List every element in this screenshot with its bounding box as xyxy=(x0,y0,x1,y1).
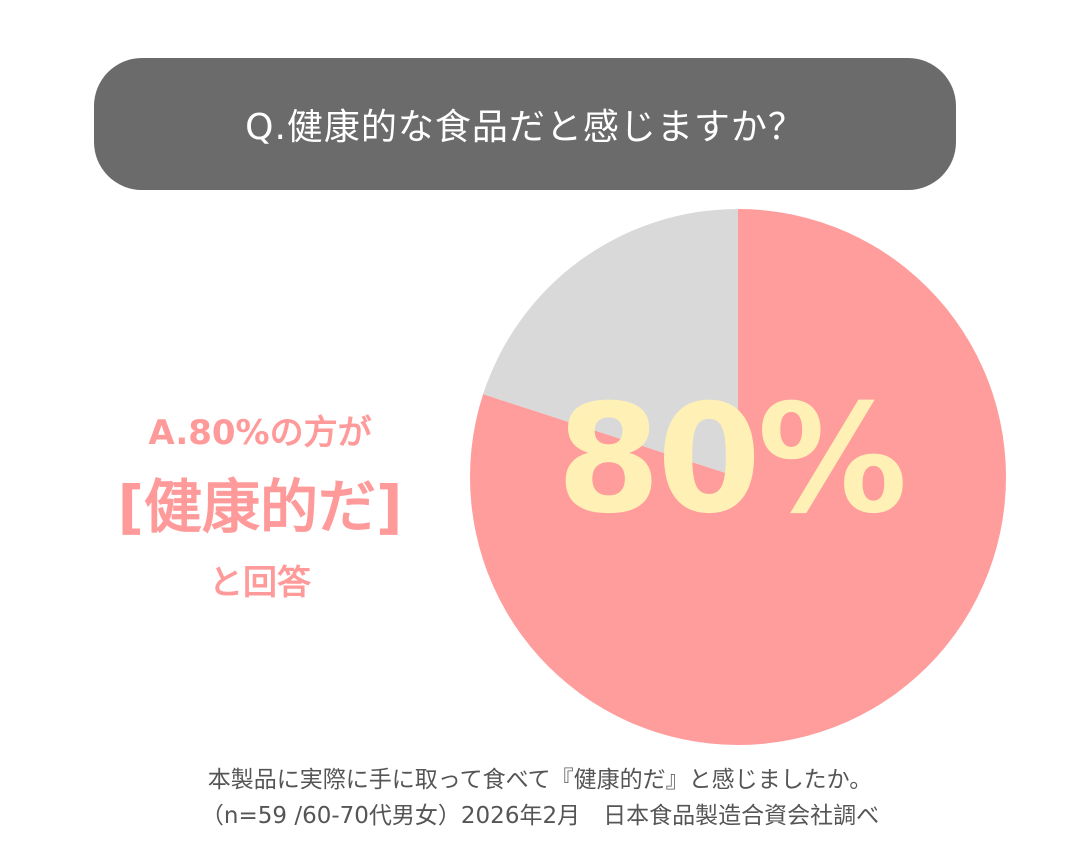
answer-line-2: [健康的だ] xyxy=(117,473,403,541)
question-text: Q.健康的な食品だと感じますか？ xyxy=(245,107,805,148)
question-banner: Q.健康的な食品だと感じますか？ xyxy=(94,58,956,190)
answer-line-3: と回答 xyxy=(209,563,311,603)
footnote-line-1: 本製品に実際に手に取って食べて『健康的だ』と感じましたか。 xyxy=(207,767,873,793)
pie-slice-1 xyxy=(483,209,738,477)
answer-line-1: A.80%の方が xyxy=(148,413,372,453)
footnote-line-2: （n=59 /60-70代男女）2026年2月 日本食品製造合資会社調べ xyxy=(200,803,880,829)
pie-center-label: 80% xyxy=(556,373,907,547)
